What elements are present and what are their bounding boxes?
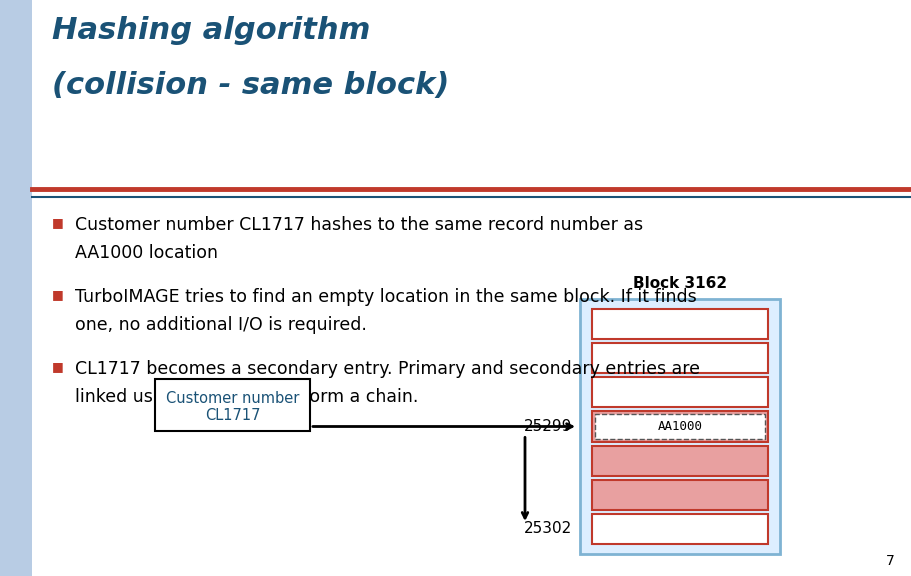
Bar: [0, 0, 32, 576]
Text: TurboIMAGE tries to find an empty location in the same block. If it finds: TurboIMAGE tries to find an empty locati…: [75, 288, 697, 306]
Text: 25299: 25299: [524, 419, 572, 434]
Text: 25302: 25302: [524, 521, 572, 536]
Bar: [592, 343, 768, 373]
Text: one, no additional I/O is required.: one, no additional I/O is required.: [75, 316, 367, 334]
Text: ■: ■: [52, 360, 64, 373]
Text: linked using pointers that form a chain.: linked using pointers that form a chain.: [75, 388, 418, 406]
Bar: [592, 411, 768, 442]
Bar: [592, 377, 768, 407]
Bar: [595, 415, 765, 438]
Bar: [580, 299, 780, 554]
Bar: [32, 197, 911, 576]
Text: Block 3162: Block 3162: [633, 276, 727, 291]
Text: AA1000: AA1000: [658, 420, 702, 433]
Text: CL1717: CL1717: [205, 408, 261, 423]
Bar: [592, 309, 768, 339]
Text: (collision - same block): (collision - same block): [52, 71, 449, 100]
Text: Hashing algorithm: Hashing algorithm: [52, 16, 371, 45]
Bar: [155, 379, 310, 431]
Text: AA1000 location: AA1000 location: [75, 244, 218, 262]
Bar: [592, 480, 768, 510]
Bar: [592, 446, 768, 476]
Text: ■: ■: [52, 288, 64, 301]
Text: Customer number CL1717 hashes to the same record number as: Customer number CL1717 hashes to the sam…: [75, 216, 643, 234]
Text: Customer number: Customer number: [166, 391, 299, 406]
Text: CL1717 becomes a secondary entry. Primary and secondary entries are: CL1717 becomes a secondary entry. Primar…: [75, 360, 700, 378]
Bar: [32, 0, 911, 191]
Text: 7: 7: [886, 554, 895, 568]
Text: ■: ■: [52, 216, 64, 229]
Bar: [592, 514, 768, 544]
